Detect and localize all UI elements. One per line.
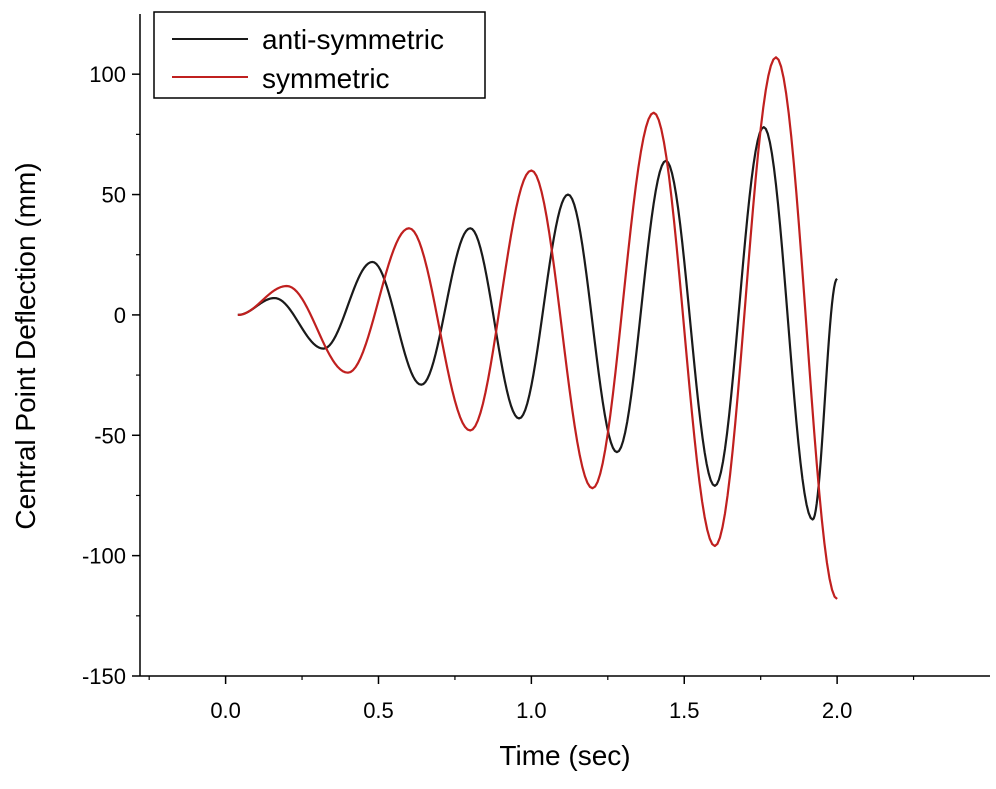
x-tick-label: 2.0	[822, 698, 853, 723]
y-tick-label: 0	[114, 303, 126, 328]
x-tick-label: 0.5	[363, 698, 394, 723]
legend-label-anti-symmetric: anti-symmetric	[262, 24, 444, 55]
y-tick-label: -150	[82, 664, 126, 689]
y-axis-title: Central Point Deflection (mm)	[10, 162, 41, 529]
legend: anti-symmetric symmetric	[153, 11, 486, 99]
y-tick-label: 100	[89, 62, 126, 87]
x-axis-title: Time (sec)	[499, 740, 630, 771]
legend-box	[153, 11, 486, 99]
x-tick-label: 1.0	[516, 698, 547, 723]
axes-layer: -150 -100 -50 0 50 100 0.0 0.5 1.0 1.5 2.0	[82, 14, 990, 723]
x-tick-label: 0.0	[210, 698, 241, 723]
y-tick-label: 50	[102, 183, 126, 208]
series-line-symmetric	[237, 56, 838, 600]
x-tick-label: 1.5	[669, 698, 700, 723]
y-tick-label: -100	[82, 544, 126, 569]
y-tick-label: -50	[94, 423, 126, 448]
legend-label-symmetric: symmetric	[262, 63, 390, 94]
series-layer	[237, 56, 838, 600]
series-line-anti-symmetric	[237, 126, 838, 521]
